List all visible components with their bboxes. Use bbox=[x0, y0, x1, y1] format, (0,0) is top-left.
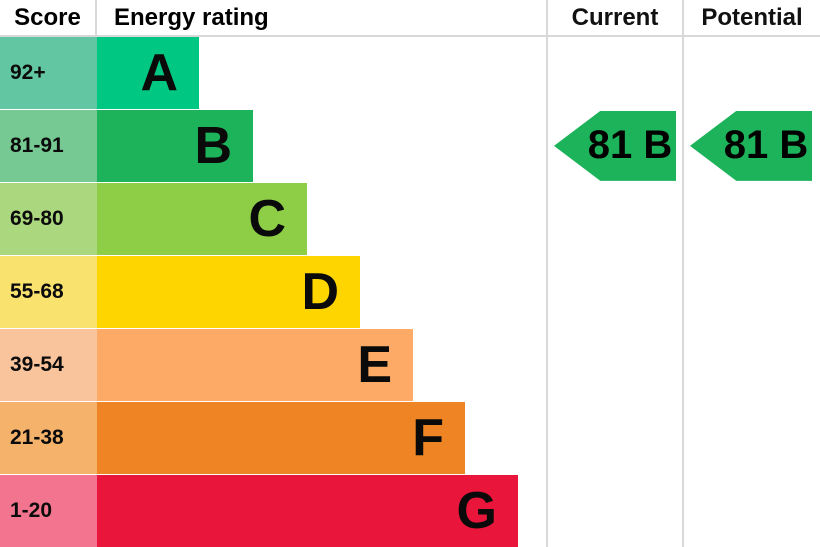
current-rating-label: 81 B bbox=[587, 123, 673, 168]
band-row-a: 92+ A bbox=[0, 37, 546, 109]
score-range-cell: 81-91 bbox=[0, 110, 97, 182]
rating-bar: F bbox=[97, 402, 465, 474]
score-range-cell: 1-20 bbox=[0, 475, 97, 547]
current-column-header: Current bbox=[548, 0, 682, 37]
score-column-header: Score bbox=[0, 0, 97, 37]
energy-rating-column-header: Energy rating bbox=[97, 0, 546, 37]
potential-column-header: Potential bbox=[684, 0, 820, 37]
rating-bar: E bbox=[97, 329, 413, 401]
score-range-cell: 92+ bbox=[0, 37, 97, 109]
band-letter: C bbox=[248, 190, 286, 248]
band-letter: E bbox=[357, 336, 392, 394]
score-range-cell: 69-80 bbox=[0, 183, 97, 255]
band-letter: D bbox=[301, 263, 339, 321]
band-row-b: 81-91 B bbox=[0, 109, 546, 182]
band-letter: F bbox=[412, 409, 444, 467]
rating-bands-column: Score Energy rating 92+ A 81-91 B 69-80 … bbox=[0, 0, 546, 547]
rating-bar: B bbox=[97, 110, 253, 182]
rating-bar: A bbox=[97, 37, 199, 109]
rating-bar: G bbox=[97, 475, 518, 547]
band-row-c: 69-80 C bbox=[0, 182, 546, 255]
score-range-cell: 39-54 bbox=[0, 329, 97, 401]
band-row-f: 21-38 F bbox=[0, 401, 546, 474]
band-row-g: 1-20 G bbox=[0, 474, 546, 547]
rating-bar: D bbox=[97, 256, 360, 328]
current-column: Current bbox=[546, 0, 682, 547]
band-letter: B bbox=[194, 117, 232, 175]
potential-rating-label: 81 B bbox=[723, 123, 809, 168]
band-row-d: 55-68 D bbox=[0, 255, 546, 328]
rating-bar: C bbox=[97, 183, 307, 255]
band-letter: G bbox=[456, 482, 497, 540]
band-letter: A bbox=[140, 44, 178, 102]
band-row-e: 39-54 E bbox=[0, 328, 546, 401]
potential-column: Potential bbox=[682, 0, 820, 547]
left-header: Score Energy rating bbox=[0, 0, 546, 37]
score-range-cell: 21-38 bbox=[0, 402, 97, 474]
band-rows: 92+ A 81-91 B 69-80 C 55-68 D 39-54 E 21… bbox=[0, 37, 546, 547]
score-range-cell: 55-68 bbox=[0, 256, 97, 328]
